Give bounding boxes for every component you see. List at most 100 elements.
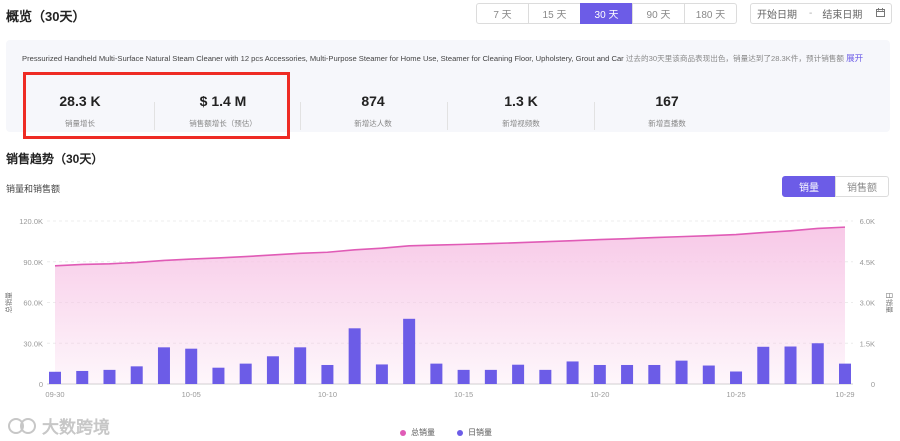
y-tick-label-right: 1.5K — [860, 339, 875, 348]
chart-subtitle: 销量和销售额 — [6, 184, 61, 194]
range-90d-button[interactable]: 90 天 — [632, 3, 685, 24]
daily-sales-bar — [621, 364, 634, 384]
x-tick-label: 10-15 — [454, 390, 473, 399]
daily-sales-bar — [648, 364, 661, 384]
y-axis-title-left: 总销量 — [4, 292, 13, 313]
stat-revenue-growth: $ 1.4 M 销售额增长（预估） — [148, 80, 298, 129]
stat-divider — [594, 102, 595, 130]
y-tick-label-left: 90.0K — [23, 258, 43, 267]
legend-label: 总销量 — [411, 428, 435, 437]
y-tick-label-left: 60.0K — [23, 299, 43, 308]
total-sales-area — [55, 227, 845, 384]
y-tick-label-left: 0 — [39, 380, 43, 389]
highlight-box — [23, 72, 290, 139]
daily-sales-bar — [294, 347, 307, 384]
daily-sales-bar — [811, 343, 824, 384]
daily-sales-bar — [484, 369, 497, 384]
stat-divider — [447, 102, 448, 130]
watermark-text: 大数跨境 — [42, 418, 110, 437]
stat-label: 新增视频数 — [502, 119, 540, 128]
date-end-input[interactable]: 结束日期 — [822, 10, 863, 21]
range-selector: 7 天 15 天 30 天 90 天 180 天 — [476, 3, 737, 24]
daily-sales-bar — [185, 348, 198, 384]
daily-sales-bar — [76, 370, 89, 384]
stat-value: 167 — [655, 93, 679, 109]
stat-value: 28.3 K — [59, 93, 101, 109]
daily-sales-bar — [49, 371, 61, 384]
daily-sales-bar — [539, 369, 552, 384]
stat-new-videos: 1.3 K 新增视频数 — [446, 80, 596, 129]
page-title: 概览（30天） — [6, 9, 86, 24]
expand-link[interactable]: 展开 — [846, 53, 864, 63]
y-tick-label-left: 30.0K — [23, 339, 43, 348]
overview-header: 概览（30天） 7 天 15 天 30 天 90 天 180 天 开始日期 - … — [0, 0, 900, 28]
daily-sales-bar — [348, 328, 361, 384]
x-tick-label: 10-20 — [590, 390, 609, 399]
stat-new-influencers: 874 新增达人数 — [298, 80, 448, 129]
daily-sales-bar — [675, 360, 688, 384]
daily-sales-bar — [375, 364, 388, 384]
sales-trend-chart: 0 0 30.0K 1.5K 60.0K 3.0K 90.0K 4.5K 120.0K 6.0K 总… — [4, 217, 894, 399]
legend-item-daily[interactable]: 日销量 — [457, 427, 492, 438]
calendar-icon[interactable] — [876, 8, 885, 19]
daily-sales-bar — [212, 367, 225, 384]
stat-value: 1.3 K — [504, 93, 538, 109]
sales-trend-title: 销售趋势（30天） — [6, 152, 104, 166]
y-tick-label-right: 3.0K — [860, 299, 875, 308]
stat-label: 新增达人数 — [354, 119, 392, 128]
x-tick-label: 10-25 — [726, 390, 745, 399]
toggle-sales-volume[interactable]: 销量 — [782, 176, 836, 197]
daily-sales-bar — [457, 369, 470, 384]
daily-sales-bar — [566, 361, 579, 384]
y-axis-title-right: 日销量 — [885, 292, 894, 313]
range-30d-button[interactable]: 30 天 — [580, 3, 633, 24]
y-tick-label-left: 120.0K — [19, 217, 43, 226]
date-range-picker[interactable]: 开始日期 - 结束日期 — [750, 3, 892, 24]
legend-dot — [457, 429, 463, 436]
stats-row: 28.3 K 销量增长 $ 1.4 M 销售额增长（预估） 874 新增达人数 … — [0, 80, 900, 140]
daily-sales-bar — [321, 364, 334, 384]
product-description: Pressurized Handheld Multi-Surface Natur… — [22, 52, 882, 64]
watermark: 大数跨境 — [8, 413, 110, 438]
stat-label: 新增直播数 — [648, 119, 686, 128]
stat-value: 874 — [361, 93, 385, 109]
product-summary: 过去的30天里该商品表现出色，销量达到了28.3K件，预计销售额 — [625, 54, 844, 63]
daily-sales-bar — [593, 364, 606, 384]
stat-label: 销售额增长（预估） — [189, 119, 257, 128]
chart-legend: 总销量 日销量 — [400, 427, 514, 438]
stat-new-lives: 167 新增直播数 — [592, 80, 742, 129]
daily-sales-bar — [103, 369, 116, 384]
y-tick-label-right: 6.0K — [860, 217, 875, 226]
product-name: Pressurized Handheld Multi-Surface Natur… — [22, 54, 624, 63]
x-tick-label: 10-10 — [318, 390, 337, 399]
range-15d-button[interactable]: 15 天 — [528, 3, 581, 24]
daily-sales-bar — [403, 318, 416, 384]
y-tick-label-right: 4.5K — [860, 258, 875, 267]
product-info-box: Pressurized Handheld Multi-Surface Natur… — [6, 40, 890, 132]
daily-sales-bar — [266, 356, 279, 384]
x-tick-label: 10-29 — [835, 390, 854, 399]
metric-toggle: 销量 销售额 — [782, 176, 889, 197]
daily-sales-bar — [839, 363, 851, 384]
daily-sales-bar — [130, 366, 143, 384]
daily-sales-bar — [730, 371, 743, 384]
daily-sales-bar — [430, 363, 443, 384]
daily-sales-bar — [784, 346, 797, 384]
toggle-sales-amount[interactable]: 销售额 — [835, 176, 889, 197]
range-7d-button[interactable]: 7 天 — [476, 3, 529, 24]
range-180d-button[interactable]: 180 天 — [684, 3, 737, 24]
legend-item-total[interactable]: 总销量 — [400, 427, 435, 438]
date-separator: - — [809, 8, 813, 19]
daily-sales-bar — [157, 347, 170, 384]
stat-divider — [300, 102, 301, 130]
date-start-input[interactable]: 开始日期 — [757, 10, 797, 21]
daily-sales-bar — [512, 364, 525, 384]
stat-divider — [154, 102, 155, 130]
y-tick-label-right: 0 — [871, 380, 875, 389]
daily-sales-bar — [757, 346, 770, 384]
stat-label: 销量增长 — [65, 119, 95, 128]
x-tick-label: 09-30 — [45, 390, 64, 399]
stat-value: $ 1.4 M — [199, 93, 247, 109]
daily-sales-bar — [239, 363, 252, 384]
legend-dot — [400, 429, 406, 436]
